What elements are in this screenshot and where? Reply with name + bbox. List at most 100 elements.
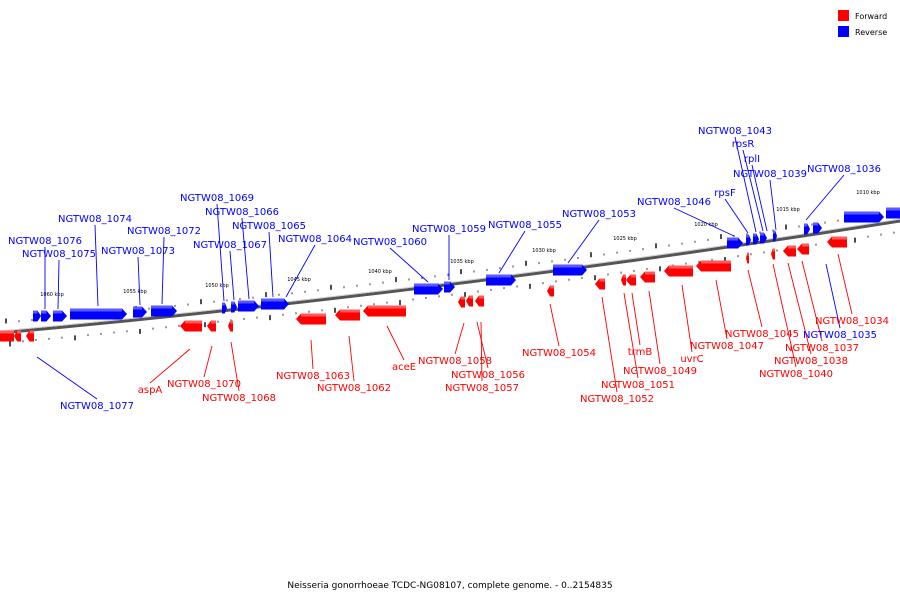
forward-gene-arrow [296, 313, 326, 325]
legend: Forward Reverse [838, 10, 887, 37]
reverse-gene-arrow [133, 306, 147, 318]
reverse-gene-label-ngtw08-1076: NGTW08_1076 [8, 236, 82, 247]
reverse-gene-label-ngtw08-1039: NGTW08_1039 [733, 169, 807, 180]
forward-gene-label-acee: aceE [392, 362, 416, 373]
leader-line-ngtw08-1067 [229, 250, 235, 301]
gene-arrow-shine [238, 300, 254, 304]
leader-line-ngtw08-1049 [648, 290, 661, 365]
leader-line-trmb [631, 292, 641, 346]
leader-line-ngtw08-1040 [772, 263, 797, 368]
leader-line-ngtw08-1063 [310, 339, 314, 370]
gene-arrow-shine [461, 296, 465, 300]
gene-arrow-shine [701, 260, 731, 264]
gene-arrow-shine [788, 245, 796, 249]
forward-gene-label-ngtw08-1049: NGTW08_1049 [623, 366, 697, 377]
gene-arrow-shine [340, 309, 360, 313]
scale-label: 1050 kbp [205, 283, 229, 289]
gene-arrow-shine [645, 271, 655, 275]
reverse-gene-label-ngtw08-1046: NGTW08_1046 [637, 197, 711, 208]
leader-line-ngtw08-1043 [734, 136, 757, 233]
reverse-gene-label-ngtw08-1035: NGTW08_1035 [803, 330, 877, 341]
forward-gene-arrow [363, 305, 406, 317]
leader-line-ngtw08-1055 [498, 230, 526, 274]
caption: Neisseria gonorrhoeae TCDC-NG08107, comp… [287, 581, 612, 591]
forward-gene-arrow [783, 245, 796, 257]
forward-gene-arrow [207, 320, 216, 332]
gene-arrows [0, 207, 900, 342]
leader-line-ngtw08-1052 [601, 296, 618, 393]
reverse-gene-arrow [222, 302, 227, 314]
reverse-gene-arrow [33, 310, 41, 322]
scale-label: 1045 kbp [287, 277, 311, 283]
forward-gene-arrow [771, 248, 775, 260]
scale-label: 1035 kbp [450, 259, 474, 265]
reverse-gene-arrow [486, 274, 516, 286]
forward-gene-arrow [827, 236, 847, 248]
gene-arrow-shine [70, 308, 122, 312]
gene-arrow-shine [133, 306, 142, 310]
forward-gene-label-uvrc: uvrC [680, 354, 703, 365]
forward-gene-label-ngtw08-1054: NGTW08_1054 [522, 348, 596, 359]
reverse-gene-label-rpsr: rpsR [732, 139, 755, 150]
leader-line-ngtw08-1056 [476, 321, 489, 369]
leader-line-ngtw08-1069 [216, 203, 225, 302]
gene-arrow-shine [802, 243, 809, 247]
gene-arrow-shine [669, 265, 693, 269]
reverse-gene-label-ngtw08-1073: NGTW08_1073 [101, 246, 175, 257]
forward-gene-label-ngtw08-1058: NGTW08_1058 [418, 356, 492, 367]
forward-gene-label-ngtw08-1040: NGTW08_1040 [759, 369, 833, 380]
gene-arrow-shine [804, 223, 808, 227]
forward-gene-label-ngtw08-1062: NGTW08_1062 [317, 383, 391, 394]
forward-gene-label-ngtw08-1057: NGTW08_1057 [445, 383, 519, 394]
forward-gene-label-ngtw08-1045: NGTW08_1045 [725, 329, 799, 340]
forward-gene-label-ngtw08-1047: NGTW08_1047 [690, 341, 764, 352]
gene-arrow-shine [727, 237, 738, 241]
scale-label: 1020 kbp [694, 222, 718, 228]
leader-line-ngtw08-1036 [805, 174, 845, 221]
leader-line-uvrc [681, 284, 693, 353]
forward-gene-arrow [640, 271, 655, 283]
reverse-gene-arrow [773, 230, 777, 242]
legend-forward-swatch [838, 10, 849, 21]
gene-arrow-shine [414, 283, 438, 287]
reverse-gene-label-ngtw08-1064: NGTW08_1064 [278, 234, 352, 245]
scale-label: 1025 kbp [613, 236, 637, 242]
leader-line-ngtw08-1068 [230, 341, 240, 392]
gene-arrow-shine [41, 310, 47, 314]
leader-line-acee [386, 325, 405, 361]
reverse-gene-arrow [753, 233, 759, 245]
gene-arrow-shine [832, 236, 847, 240]
forward-gene-arrow [335, 309, 360, 321]
forward-gene-arrow [180, 320, 202, 332]
gene-arrow-shine [813, 222, 818, 226]
gene-arrow-shine [886, 207, 900, 211]
forward-gene-label-ngtw08-1070: NGTW08_1070 [167, 379, 241, 390]
reverse-gene-label-ngtw08-1077: NGTW08_1077 [60, 401, 134, 412]
gene-arrow-shine [301, 313, 326, 317]
reverse-gene-label-ngtw08-1055: NGTW08_1055 [488, 220, 562, 231]
forward-gene-arrow [797, 243, 809, 255]
forward-gene-arrow [0, 330, 14, 342]
gene-arrow-shine [211, 320, 216, 324]
leader-line-aspa [149, 348, 191, 384]
forward-gene-arrow [475, 295, 484, 307]
forward-gene-arrow [621, 274, 626, 286]
leader-line-ngtw08-1060 [389, 247, 429, 283]
reverse-gene-arrow [444, 281, 455, 293]
leader-line-ngtw08-1058 [454, 322, 465, 355]
leader-line-ngtw08-1054 [549, 303, 560, 347]
reverse-gene-label-rpli: rplI [744, 154, 760, 165]
leader-line-ngtw08-1045 [747, 269, 763, 328]
leader-line-ngtw08-1039 [769, 179, 777, 231]
forward-gene-label-ngtw08-1034: NGTW08_1034 [815, 316, 889, 327]
reverse-gene-arrow [553, 264, 587, 276]
reverse-gene-label-ngtw08-1059: NGTW08_1059 [412, 224, 486, 235]
gene-arrow-shine [479, 295, 484, 299]
leader-line-ngtw08-1047 [715, 279, 728, 340]
forward-gene-arrow [228, 320, 233, 332]
scale-label: 1015 kbp [776, 207, 800, 213]
scale-label: 1055 kbp [123, 289, 147, 295]
reverse-gene-arrow [813, 222, 822, 234]
leader-line-ngtw08-1038 [787, 262, 812, 355]
